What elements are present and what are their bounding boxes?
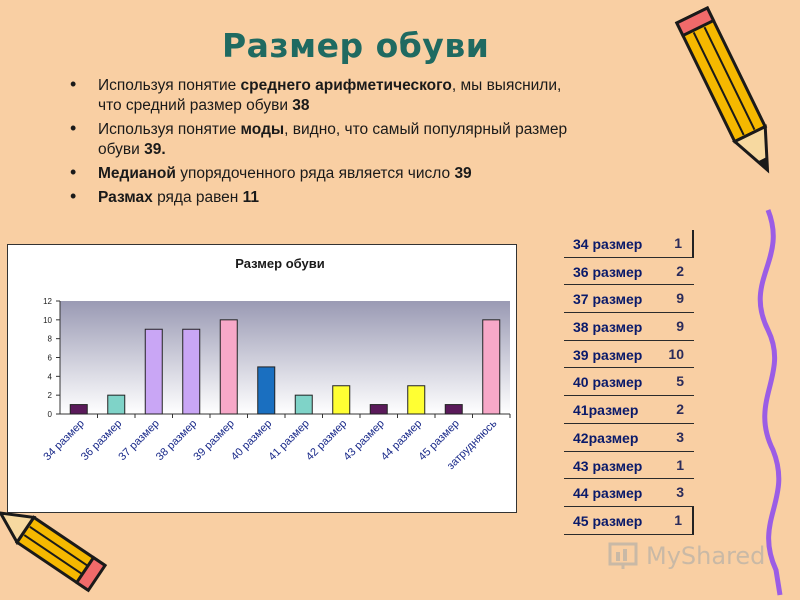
bullet-emphasis: 39 xyxy=(454,165,472,182)
bullet-item: • Размах ряда равен 11 xyxy=(70,186,570,208)
bar xyxy=(182,328,201,415)
bullet-item: • Медианой упорядоченного ряда является ч… xyxy=(70,162,570,184)
y-tick-label: 0 xyxy=(48,410,53,419)
bullet-text: упорядоченного ряда является число xyxy=(175,165,455,182)
bar xyxy=(369,404,388,415)
bar-chart: Размер обуви 0 2 4 6 8 10 12 34 размер 36 размер… xyxy=(7,244,517,513)
table-row: 45 размер 1 xyxy=(564,506,694,535)
bar xyxy=(144,328,163,415)
bar xyxy=(219,319,238,415)
y-tick-label: 12 xyxy=(43,297,52,306)
bar xyxy=(482,319,501,415)
size-table: 34 размер 1 36 размер 2 37 размер 9 38 размер 9… xyxy=(564,230,694,535)
squiggle-decoration xyxy=(757,209,783,596)
table-row: 40 размер 5 xyxy=(564,368,694,397)
bar xyxy=(407,385,426,415)
size-count: 9 xyxy=(676,318,684,335)
size-count: 1 xyxy=(676,456,684,473)
table-row: 38 размер 9 xyxy=(564,313,694,341)
myshared-logo: MyShared xyxy=(606,538,766,572)
bullet-emphasis: 38 xyxy=(292,97,310,114)
size-label: 41размер xyxy=(573,402,639,419)
size-label: 39 размер xyxy=(573,346,643,363)
size-label: 42размер xyxy=(573,429,639,446)
table-row: 41размер 2 xyxy=(564,396,694,424)
bullet-emphasis: 11 xyxy=(242,189,260,206)
bullet-marker: • xyxy=(70,162,77,182)
y-tick-label: 10 xyxy=(43,316,52,325)
bullet-list: • Используя понятие среднего арифметическ… xyxy=(70,74,570,212)
table-row: 36 размер 2 xyxy=(564,258,694,286)
bar xyxy=(294,394,313,415)
bar xyxy=(107,394,126,415)
size-count: 1 xyxy=(674,511,682,528)
pencil-icon xyxy=(0,511,108,593)
size-count: 5 xyxy=(676,373,684,390)
size-count: 2 xyxy=(676,262,684,279)
size-label: 43 размер xyxy=(573,457,643,474)
bullet-emphasis: моды xyxy=(240,121,285,138)
size-count: 10 xyxy=(668,345,684,362)
bullet-emphasis: среднего арифметического xyxy=(240,77,452,94)
bullet-emphasis: Размах xyxy=(98,189,153,206)
size-count: 9 xyxy=(676,290,684,307)
pencil-icon xyxy=(674,5,770,174)
table-row: 34 размер 1 xyxy=(564,230,694,258)
size-label: 37 размер xyxy=(573,291,643,308)
bullet-text: Используя понятие xyxy=(98,77,241,94)
table-row: 43 размер 1 xyxy=(564,452,694,480)
size-label: 36 размер xyxy=(573,263,643,280)
bullet-text: , мы выяснили, что средний размер обуви xyxy=(98,77,562,114)
bullet-marker: • xyxy=(70,118,77,138)
table-row: 39 размер 10 xyxy=(564,341,694,369)
plot-area xyxy=(60,301,510,414)
bullet-marker: • xyxy=(70,74,77,94)
bullet-item: • Используя понятие моды, видно, что самы… xyxy=(70,118,570,160)
y-tick-label: 6 xyxy=(48,354,53,363)
y-tick-label: 8 xyxy=(48,335,53,344)
bar xyxy=(69,404,88,415)
size-label: 38 размер xyxy=(573,319,643,336)
myshared-logo-text: MyShared xyxy=(646,542,766,570)
size-label: 44 размер xyxy=(573,485,643,502)
bullet-emphasis: 39. xyxy=(144,141,166,158)
bar xyxy=(332,385,351,415)
bullet-emphasis: Медианой xyxy=(98,165,176,182)
bullet-marker: • xyxy=(70,186,77,206)
size-label: 40 размер xyxy=(573,374,643,391)
size-count: 2 xyxy=(676,401,684,418)
bullet-item: • Используя понятие среднего арифметическ… xyxy=(70,74,570,116)
size-count: 3 xyxy=(676,484,684,501)
size-label: 34 размер xyxy=(573,236,643,252)
size-label: 45 размер xyxy=(573,512,643,529)
bullet-text: , видно, что самый популярный размер обу… xyxy=(98,121,568,158)
y-tick-label: 2 xyxy=(48,391,53,400)
size-count: 1 xyxy=(674,235,682,251)
myshared-logo-icon xyxy=(608,542,638,569)
size-count: 3 xyxy=(676,428,684,445)
table-row: 44 размер 3 xyxy=(564,479,694,507)
table-row: 37 размер 9 xyxy=(564,285,694,314)
bullet-text: ряда равен xyxy=(152,189,243,206)
bullet-text: Используя понятие xyxy=(98,121,241,138)
page-title: Размер обуви xyxy=(222,26,490,65)
chart-title: Размер обуви xyxy=(235,256,324,271)
bar xyxy=(257,366,276,415)
table-row: 42размер 3 xyxy=(564,424,694,452)
bar xyxy=(444,404,463,415)
y-tick-label: 4 xyxy=(48,372,53,381)
